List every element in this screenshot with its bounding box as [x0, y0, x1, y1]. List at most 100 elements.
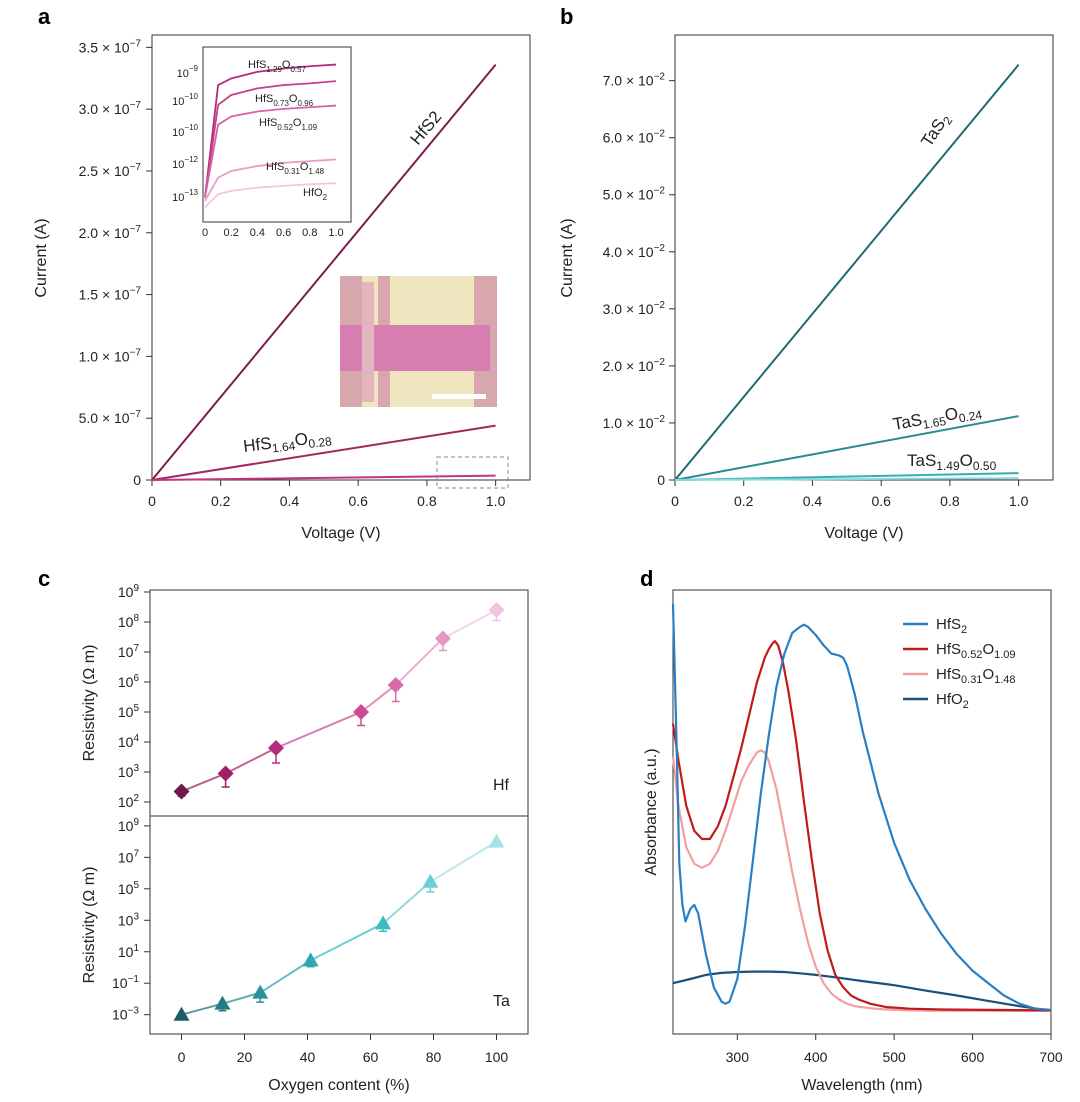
- y-tick-label: 3.0 × 10−2: [603, 300, 666, 317]
- series-line-1: [674, 415, 1019, 481]
- Ta-data-point: [422, 873, 439, 888]
- series-line-0: [674, 64, 1020, 481]
- Ta-data-point: [488, 833, 505, 848]
- x-tick-label: 60: [363, 1049, 379, 1065]
- inset-frame: [202, 46, 352, 223]
- series-line-3: [674, 477, 1019, 481]
- panel-c-ta-frame: [149, 815, 529, 1035]
- Hf-data-point: [387, 677, 404, 693]
- x-tick-label: 0.2: [211, 493, 231, 509]
- panel-b-y-axis-title: Current (A): [559, 218, 576, 297]
- x-tick-label: 0.8: [417, 493, 437, 509]
- Hf-data-point: [488, 602, 505, 618]
- y-tick-label: 103: [118, 763, 140, 780]
- inset-y-tick-label: 10−12: [172, 155, 198, 171]
- panel-c-ta-series: [173, 833, 505, 1021]
- x-tick-label: 20: [237, 1049, 253, 1065]
- inset-curve-label: HfO2: [303, 187, 328, 202]
- x-tick-label: 0.6: [348, 493, 368, 509]
- panel-d-y-axis-title: Absorbance (a.u.): [643, 748, 660, 875]
- panel-letter-b: b: [560, 4, 573, 29]
- y-tick-label: 0: [133, 472, 141, 488]
- inset-y-ticks: 10−9 10−10 10−10 10−12 10−13: [172, 64, 198, 204]
- x-tick-label: 100: [485, 1049, 509, 1065]
- y-tick-label: 0: [657, 472, 665, 488]
- inset-series-line-1: [204, 80, 337, 198]
- x-tick-label: 0: [178, 1049, 186, 1065]
- panel-c-ta-y-ticks: 10−3 10−1 101 103 105 107 109: [112, 817, 150, 1023]
- panel-letter-d: d: [640, 566, 653, 591]
- inset-y-tick-label: 10−10: [172, 92, 198, 108]
- panel-c-x-ticks: 0 20 40 60 80 100: [178, 1034, 509, 1065]
- Ta-data-point: [173, 1006, 190, 1021]
- curve-label-hfs164o028: HfS1.64O0.28: [242, 426, 333, 459]
- curve-label-hfs2: HfS2: [407, 107, 446, 148]
- panel-b-chart: 0 1.0 × 10−2 2.0 × 10−2 3.0 × 10−2 4.0 × 10−…: [559, 34, 1054, 542]
- Hf-data-point: [434, 630, 451, 647]
- curve-label-tas165o024: TaS1.65O0.24: [891, 400, 983, 437]
- panel-letter-c: c: [38, 566, 50, 591]
- x-tick-label: 0: [671, 493, 679, 509]
- inset-y-tick-label: 10−10: [172, 123, 198, 139]
- panel-b-frame: [674, 34, 1054, 481]
- inset-curve-label: HfS0.31O1.48: [266, 161, 325, 176]
- x-tick-label: 700: [1039, 1049, 1063, 1065]
- panel-d-legend: HfS2 HfS0.52O1.09 HfS0.31O1.48 HfO2: [903, 616, 1016, 711]
- inset-x-tick-label: 0: [202, 227, 208, 239]
- panel-b-y-ticks: 0 1.0 × 10−2 2.0 × 10−2 3.0 × 10−2 4.0 × 10−…: [603, 72, 675, 488]
- inset-curve-label: HfS1.29O0.57: [248, 59, 307, 74]
- y-tick-label: 106: [118, 673, 140, 690]
- panel-d-x-ticks: 300 400 500 600 700: [726, 1034, 1063, 1065]
- panel-a-y-axis-title: Current (A): [33, 218, 50, 297]
- legend-entry: HfS0.31O1.48: [936, 666, 1016, 686]
- y-tick-label: 102: [118, 793, 140, 810]
- x-tick-label: 0: [148, 493, 156, 509]
- Hf-connector: [181, 772, 226, 793]
- Ta-connector: [310, 922, 384, 962]
- y-tick-label: 10−3: [112, 1006, 139, 1023]
- y-tick-label: 5.0 × 10−2: [603, 186, 666, 203]
- legend-entry: HfS2: [936, 616, 967, 636]
- panel-letter-a: a: [38, 4, 51, 29]
- inset-x-ticks: 0 0.2 0.4 0.6 0.8 1.0: [202, 227, 344, 239]
- Hf-data-point: [353, 704, 370, 720]
- y-tick-label: 104: [118, 733, 140, 750]
- Hf-connector: [360, 684, 397, 713]
- inset-series: [204, 63, 337, 209]
- Ta-connector: [382, 880, 432, 925]
- device-micrograph: [340, 276, 497, 407]
- Ta-connector: [181, 1002, 223, 1016]
- x-tick-label: 0.4: [803, 493, 823, 509]
- Ta-connector: [222, 991, 261, 1005]
- legend-entry: HfO2: [936, 691, 969, 711]
- inset-x-tick-label: 1.0: [328, 227, 343, 239]
- x-tick-label: 1.0: [486, 493, 506, 509]
- y-tick-label: 2.5 × 10−7: [79, 162, 142, 179]
- inset-y-tick-label: 10−13: [172, 188, 198, 204]
- y-tick-label: 109: [118, 583, 140, 600]
- y-tick-label: 109: [118, 817, 140, 834]
- panel-a-x-ticks: 0 0.2 0.4 0.6 0.8 1.0: [148, 480, 506, 509]
- series-line-2: [151, 474, 496, 481]
- Ta-data-point: [214, 995, 231, 1010]
- y-tick-label: 107: [118, 643, 140, 660]
- x-tick-label: 0.2: [734, 493, 754, 509]
- y-tick-label: 1.0 × 10−7: [79, 347, 142, 364]
- inset-x-tick-label: 0.2: [224, 227, 239, 239]
- panel-b-x-axis-title: Voltage (V): [824, 525, 903, 542]
- y-tick-label: 105: [118, 880, 140, 897]
- y-tick-label: 101: [118, 943, 140, 960]
- x-tick-label: 0.8: [940, 493, 960, 509]
- Ta-data-point: [252, 984, 269, 999]
- Hf-connector: [442, 609, 497, 640]
- x-tick-label: 1.0: [1009, 493, 1029, 509]
- panel-d-x-axis-title: Wavelength (nm): [801, 1077, 922, 1094]
- Ta-data-point: [302, 952, 319, 967]
- x-tick-label: 0.4: [280, 493, 300, 509]
- inset-series-line-3: [204, 158, 337, 202]
- inset-x-tick-label: 0.4: [250, 227, 265, 239]
- panel-a-y-ticks: 0 5.0 × 10−7 1.0 × 10−7 1.5 × 10−7 2.0 × 10−…: [79, 38, 152, 488]
- inset-x-tick-label: 0.8: [302, 227, 317, 239]
- inset-curve-labels: HfS1.29O0.57 HfS0.73O0.96 HfS0.52O1.09 HfS0…: [248, 59, 328, 202]
- zoom-region-box: [436, 456, 509, 489]
